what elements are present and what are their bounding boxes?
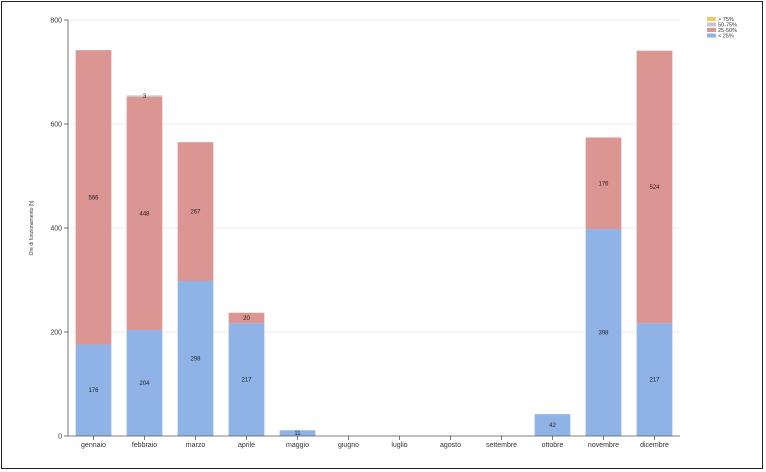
legend-swatch xyxy=(707,17,716,21)
data-label: 176 xyxy=(88,388,99,394)
data-label: 566 xyxy=(88,195,99,201)
bar-segment xyxy=(228,312,265,324)
data-label: 42 xyxy=(549,423,556,429)
data-label: 524 xyxy=(649,185,660,191)
x-tick-label: febbraio xyxy=(132,442,157,449)
x-tick-label: maggio xyxy=(286,442,309,449)
bar-segment xyxy=(585,229,622,436)
y-tick-label: 0 xyxy=(58,434,62,441)
x-tick-label: settembre xyxy=(486,442,517,449)
x-tick-label: marzo xyxy=(186,442,206,449)
bar-segment xyxy=(126,329,163,436)
bar-segment xyxy=(279,430,316,436)
data-label: 217 xyxy=(649,378,660,384)
bar-segment xyxy=(177,281,214,436)
legend-label: < 25% xyxy=(718,33,734,39)
x-tick-label: dicembre xyxy=(640,442,669,449)
y-tick-label: 800 xyxy=(50,18,62,25)
data-label: 267 xyxy=(190,210,201,216)
legend-swatch xyxy=(707,28,716,32)
data-label: 176 xyxy=(598,181,609,187)
legend-swatch xyxy=(707,22,716,27)
bar-segment xyxy=(585,137,622,230)
bar-segment xyxy=(126,96,163,330)
legend-label: 25-50% xyxy=(718,28,737,34)
bar-segment xyxy=(75,50,112,345)
x-tick-label: gennaio xyxy=(81,442,106,449)
x-tick-label: giugno xyxy=(338,442,359,449)
bar-segment xyxy=(75,344,112,436)
bar-segment xyxy=(177,142,214,282)
data-label: 11 xyxy=(294,431,301,437)
bars xyxy=(75,50,673,436)
data-label: 217 xyxy=(241,378,252,384)
x-tick-label: ottobre xyxy=(542,442,564,449)
y-ticks: 0 200 400 600 800 xyxy=(50,18,68,441)
x-tick-label: aprile xyxy=(238,442,255,449)
data-label: 3 xyxy=(143,94,147,100)
legend-label: > 75% xyxy=(718,17,734,23)
legend: > 75%50-75%25-50%< 25% xyxy=(707,17,737,39)
x-ticks: gennaio febbraio marzo aprile maggio giugno lu… xyxy=(81,436,669,449)
legend-swatch xyxy=(707,33,716,38)
grid-lines xyxy=(68,19,680,333)
x-tick-label: agosto xyxy=(440,442,461,449)
y-tick-label: 200 xyxy=(50,330,62,337)
bar-segment xyxy=(636,323,673,436)
data-label: 448 xyxy=(139,211,150,217)
bar-segment xyxy=(228,323,265,436)
x-tick-label: luglio xyxy=(391,442,407,449)
x-tick-label: novembre xyxy=(588,442,619,449)
bar-segment xyxy=(534,414,571,436)
data-label: 204 xyxy=(139,381,150,387)
data-label: 20 xyxy=(243,316,250,322)
bar-segment xyxy=(126,95,163,97)
y-axis-title: Ore di funzionamento [h] xyxy=(29,200,35,255)
data-label: 398 xyxy=(598,331,609,337)
legend-label: 50-75% xyxy=(718,22,737,28)
data-labels: 176 566 204 448 3 298 267 217 20 11 42 398 176 217 524 xyxy=(88,94,660,437)
bar-segment xyxy=(636,50,673,324)
y-tick-label: 400 xyxy=(50,226,62,233)
data-label: 298 xyxy=(190,357,201,363)
y-tick-label: 600 xyxy=(50,122,62,129)
